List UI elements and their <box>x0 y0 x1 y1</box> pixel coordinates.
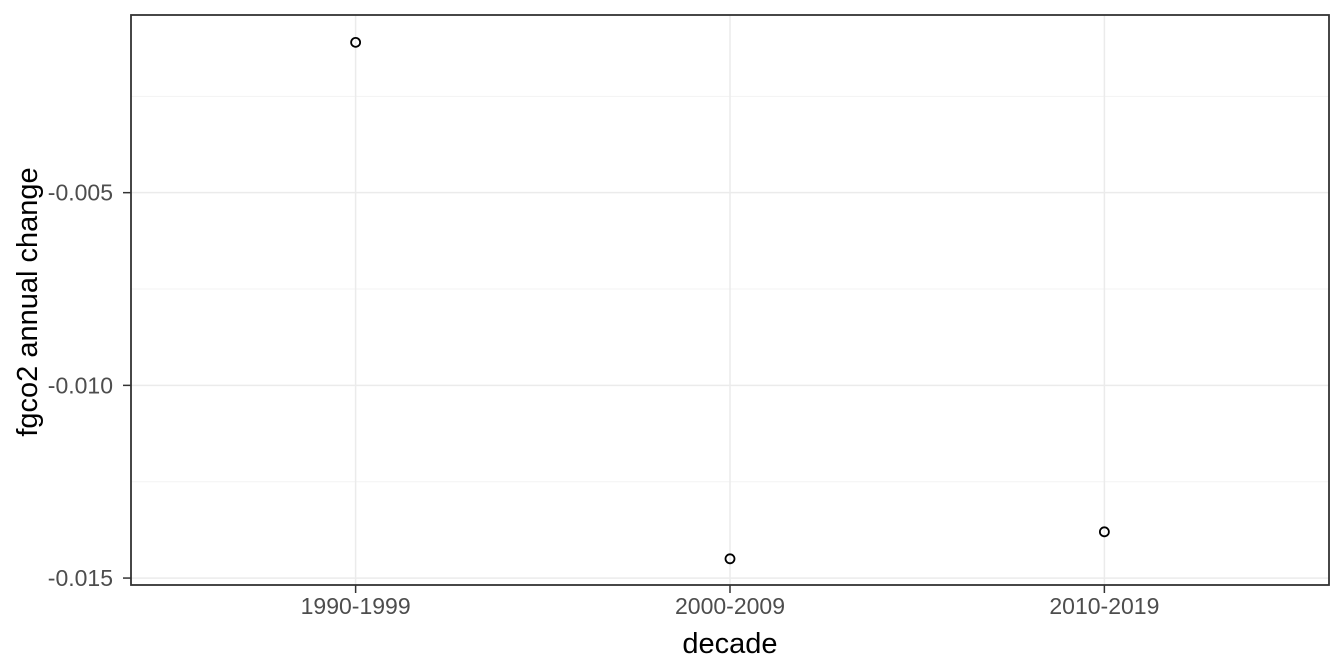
data-point <box>724 553 736 565</box>
data-point <box>350 36 362 48</box>
y-tick-label: -0.015 <box>48 565 113 591</box>
y-axis-title: fgco2 annual change <box>12 167 44 437</box>
data-point <box>1098 526 1110 538</box>
x-axis-title: decade <box>682 628 778 660</box>
x-tick-label: 2010-2019 <box>1049 593 1159 619</box>
x-tick-label: 2000-2009 <box>675 593 785 619</box>
y-tick-label: -0.005 <box>48 180 113 206</box>
x-tick-label: 1990-1999 <box>301 593 411 619</box>
y-tick-label: -0.010 <box>48 372 113 398</box>
